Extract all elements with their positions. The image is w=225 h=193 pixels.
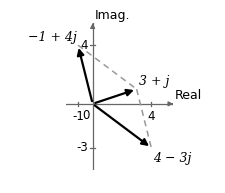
Text: -1: -1 <box>72 110 83 123</box>
Text: Real: Real <box>174 89 201 102</box>
Text: 0: 0 <box>82 108 90 122</box>
Text: −1 + 4j: −1 + 4j <box>27 31 76 44</box>
Text: 4: 4 <box>80 39 88 52</box>
Text: 3 + j: 3 + j <box>138 75 169 88</box>
Text: 4 − 3j: 4 − 3j <box>152 152 190 165</box>
Text: -3: -3 <box>76 141 88 154</box>
Text: 4: 4 <box>147 110 154 123</box>
Text: Imag.: Imag. <box>94 9 129 22</box>
